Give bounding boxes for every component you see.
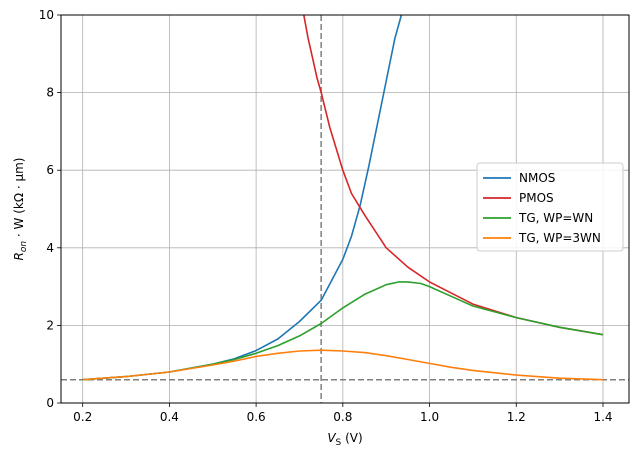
y-tick-label: 6 <box>46 163 54 177</box>
y-axis-title: Ron · W (kΩ · μm) <box>12 158 29 261</box>
x-tick-label: 0.8 <box>333 410 352 424</box>
series-line-tg-wp-wn <box>82 281 604 381</box>
x-axis-title-symbol: V <box>327 431 336 445</box>
x-axis-title-subscript: S <box>336 438 342 448</box>
series-line-tg-wp-3wn <box>82 349 604 381</box>
x-tick-label: 1.0 <box>420 410 439 424</box>
y-tick-label: 8 <box>46 86 54 100</box>
x-axis-title: VS (V) <box>327 431 362 448</box>
legend-box <box>476 162 624 252</box>
axis-ticks: 0.2 0.4 0.6 0.8 1.0 1.2 1.4 0 2 4 6 8 10 <box>39 8 613 424</box>
x-axis-title-unit: (V) <box>341 431 362 445</box>
series-line-pmos <box>303 14 604 336</box>
x-tick-label: 1.4 <box>593 410 612 424</box>
legend-entry-label: NMOS <box>519 171 555 185</box>
legend-entry-label: PMOS <box>519 191 554 205</box>
x-tick-label: 1.2 <box>507 410 526 424</box>
x-tick-label: 0.6 <box>247 410 266 424</box>
x-tick-label: 0.2 <box>73 410 92 424</box>
y-tick-label: 4 <box>46 241 54 255</box>
x-tick-label: 0.4 <box>160 410 179 424</box>
y-axis-title-symbol: R <box>12 252 26 260</box>
y-axis-title-subscript: on <box>19 241 29 253</box>
plot-frame <box>60 14 630 404</box>
y-tick-label: 10 <box>39 8 54 22</box>
reference-lines <box>61 15 629 403</box>
legend: NMOS PMOS TG, WP=WN TG, WP=3WN <box>476 162 624 252</box>
legend-entry-label: TG, WP=3WN <box>518 231 601 245</box>
legend-entry-label: TG, WP=WN <box>518 211 593 225</box>
y-axis-title-unit: (kΩ · μm) <box>12 158 26 218</box>
y-tick-label: 0 <box>46 396 54 410</box>
y-tick-label: 2 <box>46 318 54 332</box>
series-lines <box>82 14 604 381</box>
y-axis-title-width: · W <box>12 217 26 240</box>
